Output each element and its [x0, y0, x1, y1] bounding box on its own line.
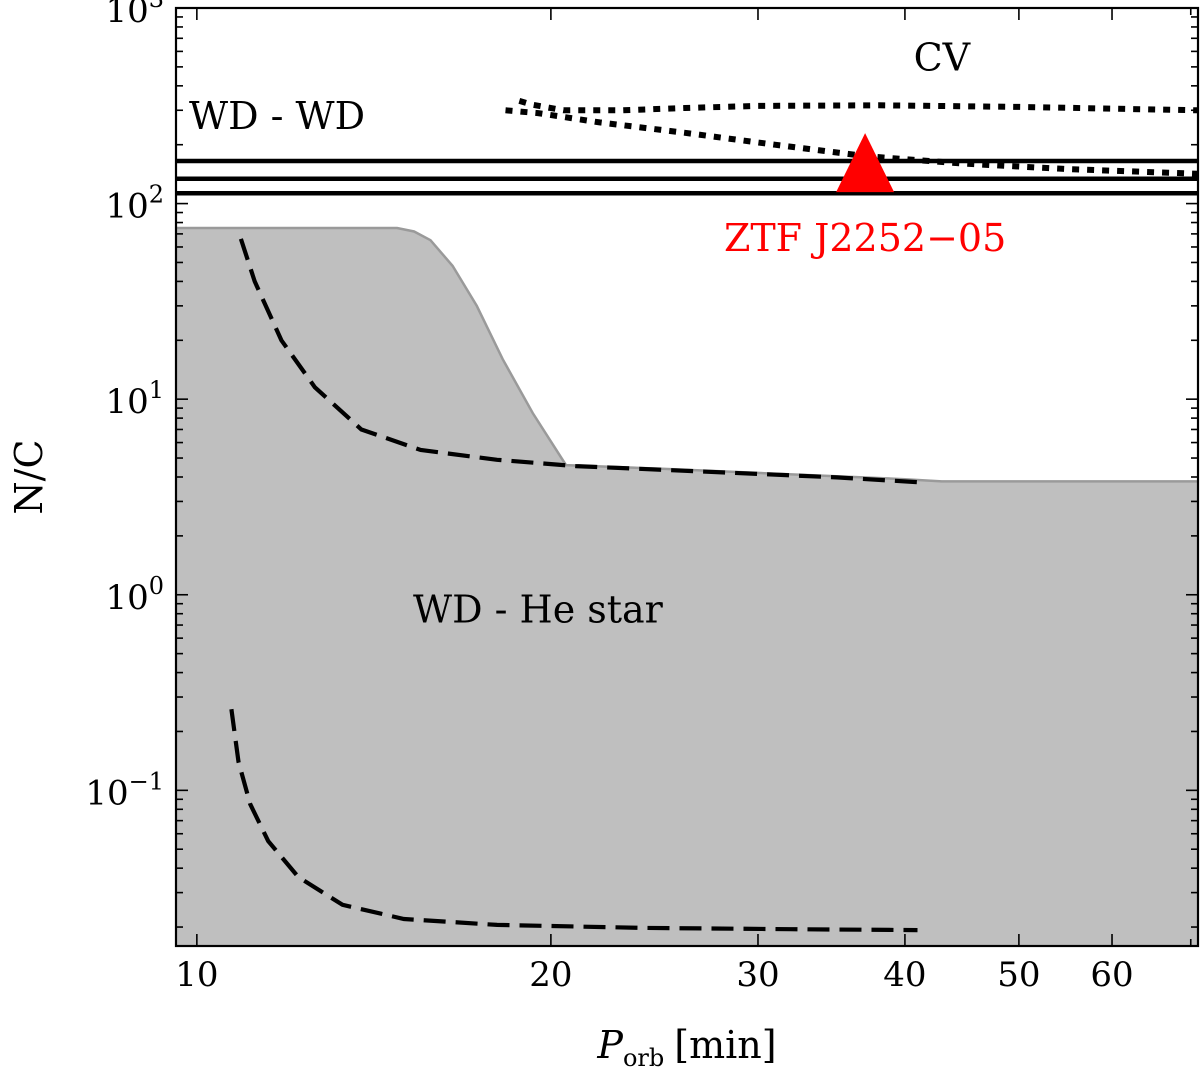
y-tick-label: 101 [105, 376, 164, 422]
x-tick-label: 10 [175, 955, 218, 995]
region-label-2: WD - He star [413, 588, 664, 632]
x-axis-label-symbol: P [596, 1023, 624, 1067]
x-tick-label: 30 [736, 955, 779, 995]
x-axis-label-subscript: orb [623, 1044, 664, 1070]
y-tick-label: 103 [105, 0, 164, 31]
region-label-0: CV [914, 35, 971, 79]
series-dashed-1 [229, 708, 918, 933]
series-dotted-3 [505, 107, 1198, 177]
series-dashed-0 [238, 238, 924, 485]
y-tick-label: 100 [105, 572, 164, 618]
x-tick-label: 40 [883, 955, 926, 995]
x-tick-label: 60 [1090, 955, 1133, 995]
region-label-1: WD - WD [189, 94, 365, 138]
y-tick-label: 10−1 [85, 767, 164, 813]
y-axis-label: N/C [7, 439, 51, 514]
series-dotted-2 [518, 98, 1198, 114]
x-axis-label: Porb [min] [596, 1023, 776, 1070]
x-axis-label-unit: [min] [674, 1023, 776, 1067]
shaded-region-wd-he-star [176, 228, 1198, 946]
x-tick-label: 50 [997, 955, 1040, 995]
y-tick-label: 102 [105, 181, 164, 227]
x-tick-label: 20 [529, 955, 572, 995]
target-marker-triangle [836, 133, 895, 193]
target-label: ZTF J2252−05 [724, 216, 1006, 260]
